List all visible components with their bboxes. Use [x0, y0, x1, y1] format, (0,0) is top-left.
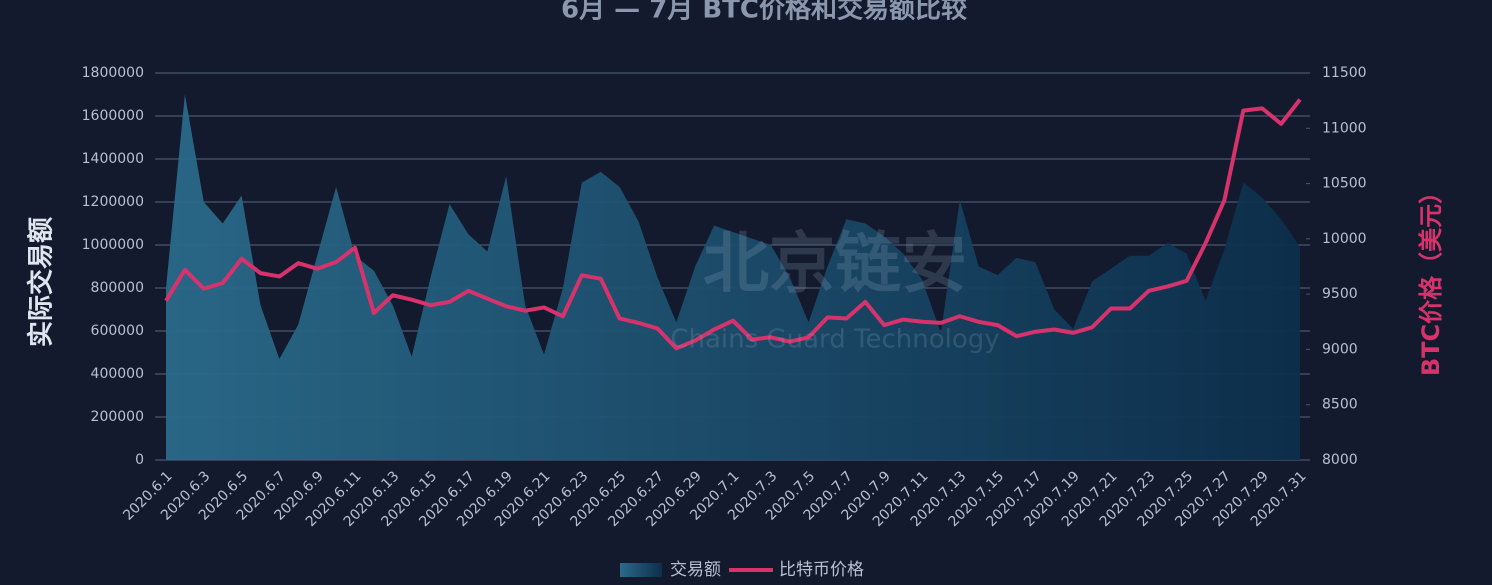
y2-tick-label: 10500: [1322, 176, 1367, 192]
y2-tick-label: 8000: [1322, 452, 1358, 468]
legend-label: 交易额: [670, 560, 721, 580]
y-tick-label: 400000: [91, 366, 144, 382]
y-tick-label: 800000: [91, 280, 144, 296]
y-tick-label: 1400000: [82, 151, 144, 167]
y2-tick-label: 11000: [1322, 120, 1367, 136]
y-tick-label: 1600000: [82, 108, 144, 124]
y2-tick-label: 11500: [1322, 65, 1367, 81]
line: [164, 98, 1302, 351]
area: [166, 94, 1300, 460]
watermark: 北京链安: [703, 225, 967, 302]
y-tick-label: 1000000: [82, 237, 144, 253]
legend-label: 比特币价格: [779, 560, 864, 580]
y2-tick-label: 9500: [1322, 286, 1358, 302]
y-tick-label: 0: [135, 452, 144, 468]
y2-tick-label: 10000: [1322, 231, 1367, 247]
watermark-en: Chains Guard Technology: [670, 325, 999, 355]
y2-axis-label: BTC价格（美元）: [1417, 180, 1445, 376]
y-tick-label: 1200000: [82, 194, 144, 210]
y2-tick-label: 9000: [1322, 341, 1358, 357]
y-tick-label: 600000: [91, 323, 144, 339]
legend-swatch: [620, 563, 662, 577]
y-axis-label: 实际交易额: [26, 217, 57, 347]
chart-title: 6月 — 7月 BTC价格和交易额比较: [561, 0, 967, 25]
y-tick-label: 200000: [91, 409, 144, 425]
y-tick-label: 1800000: [82, 65, 144, 81]
y2-tick-label: 8500: [1322, 397, 1358, 413]
